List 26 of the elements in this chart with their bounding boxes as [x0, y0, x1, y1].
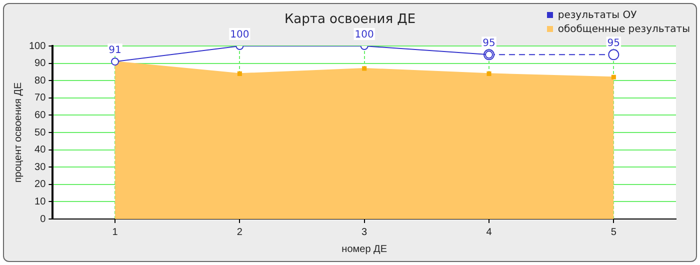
y-tick-label: 10 — [34, 196, 46, 208]
y-tick-label: 60 — [34, 110, 46, 121]
chart-title: Карта освоения ДЕ — [284, 12, 416, 27]
x-axis-title: номер ДЕ — [342, 244, 388, 255]
y-tick-label: 30 — [34, 162, 46, 173]
x-tick-label: 4 — [486, 226, 492, 238]
y-tick-label: 20 — [34, 179, 46, 190]
y-tick-label: 0 — [40, 214, 46, 225]
x-tick-label: 1 — [112, 226, 118, 238]
data-label: 100 — [354, 30, 374, 41]
y-axis-title: процент освоения ДЕ — [12, 82, 24, 183]
x-tick-label: 2 — [236, 226, 243, 238]
data-label: 91 — [108, 45, 122, 56]
y-tick-label: 100 — [28, 40, 46, 52]
y-tick-label: 40 — [34, 144, 46, 156]
x-tick-label: 5 — [610, 226, 617, 238]
legend-label: результаты ОУ — [558, 10, 637, 20]
y-tick-label: 90 — [34, 58, 46, 70]
legend-label: обобщенные результаты — [558, 24, 690, 34]
y-tick-label: 70 — [34, 92, 46, 104]
data-label: 95 — [607, 38, 620, 50]
x-tick-label: 3 — [362, 226, 368, 238]
data-label: 95 — [482, 38, 496, 50]
data-label: 100 — [230, 30, 250, 41]
y-tick-label: 50 — [34, 127, 46, 138]
y-tick-label: 80 — [34, 75, 46, 86]
